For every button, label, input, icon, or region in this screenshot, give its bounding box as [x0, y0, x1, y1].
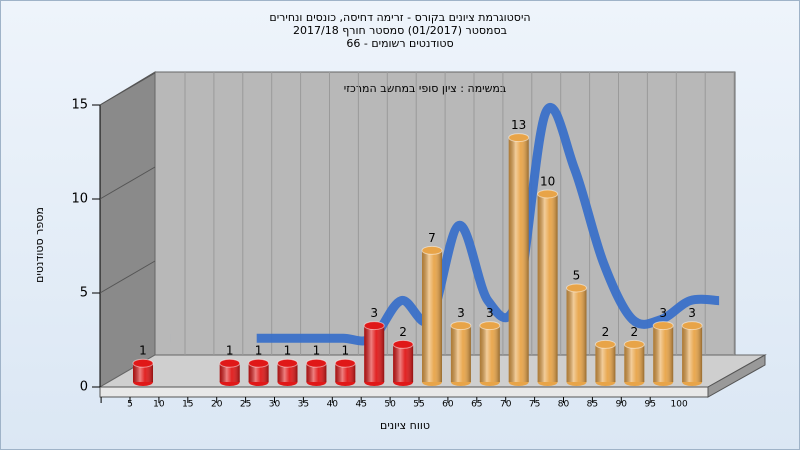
bar-shine: [422, 250, 442, 382]
bar-top: [623, 339, 645, 349]
x-tick-label: 95: [644, 400, 655, 410]
value-label: 3: [457, 306, 465, 320]
bar-shine: [364, 325, 385, 382]
value-label: 1: [255, 344, 263, 358]
x-tick-label: 10: [153, 400, 165, 410]
bar-top: [681, 321, 703, 331]
value-label: 3: [370, 306, 378, 320]
bar-top: [479, 321, 501, 331]
bar-top: [652, 321, 674, 331]
value-label: 1: [226, 344, 234, 358]
bar-shine: [393, 344, 414, 382]
bar-top: [305, 358, 327, 368]
grid-line: [99, 166, 156, 200]
value-label: 1: [284, 344, 292, 358]
value-label: 3: [688, 306, 696, 320]
x-tick-label: 50: [384, 400, 396, 410]
curve: [170, 102, 720, 346]
x-tick-label: 55: [413, 400, 424, 410]
bar-top: [334, 358, 356, 368]
value-label: 1: [313, 344, 321, 358]
value-label: 10: [540, 175, 555, 189]
bar-shine: [277, 363, 298, 382]
bar-shine: [450, 325, 471, 382]
bar-shine: [595, 344, 616, 382]
x-tick-label: 45: [355, 400, 366, 410]
bar-top: [450, 321, 472, 331]
x-tick-label: 35: [298, 400, 309, 410]
x-axis-label: טווח ציונים: [380, 419, 430, 432]
y-tick-label: 10: [71, 192, 88, 207]
chart-title: בסמסטר (01/2017) סמסטר חורף 2017/18: [293, 24, 507, 37]
chart-title: היסטוגרמת ציונים בקורס - זרימה דחיסה, כו…: [269, 11, 530, 24]
x-tick-label: 5: [127, 400, 133, 410]
bar-shine: [479, 325, 500, 382]
bar-top: [248, 358, 270, 368]
value-label: 2: [602, 325, 610, 339]
x-tick-label: 100: [671, 400, 688, 410]
value-label: 3: [486, 306, 494, 320]
x-tick-label: 65: [471, 400, 482, 410]
bar-top: [277, 358, 298, 368]
bar-shine: [682, 325, 703, 382]
y-axis-label: מספר סטודנטים: [33, 207, 46, 283]
x-tick-label: 70: [500, 400, 512, 410]
bar-top: [537, 189, 559, 199]
x-tick-label: 80: [558, 400, 570, 410]
value-label: 2: [630, 325, 638, 339]
x-tick-label: 85: [587, 400, 598, 410]
y-tick-label: 15: [71, 98, 88, 113]
value-label: 2: [399, 325, 407, 339]
bar-shine: [566, 288, 587, 382]
x-tick-label: 20: [211, 400, 223, 410]
x-tick-label: 25: [240, 400, 251, 410]
grid-line: [99, 260, 156, 294]
x-tick-label: 90: [616, 400, 628, 410]
bar-shine: [624, 344, 645, 382]
bar-top: [392, 339, 414, 349]
bar-shine: [219, 363, 240, 382]
bar-shine: [537, 194, 558, 382]
bar-shine: [508, 137, 529, 382]
annotation: במשימה : ציון סופי במחשב המרכזי: [344, 82, 507, 95]
y-tick-label: 0: [80, 380, 88, 395]
x-tick-label: 40: [327, 400, 339, 410]
bar-top: [132, 358, 154, 368]
value-label: 1: [341, 344, 349, 358]
bar-shine: [335, 363, 356, 382]
x-tick-label: 15: [182, 400, 193, 410]
left-wall: [99, 71, 156, 388]
y-tick-label: 5: [80, 286, 88, 301]
bar-shine: [248, 363, 269, 382]
bar-shine: [306, 363, 327, 382]
bar-top: [219, 358, 241, 368]
bar-top: [594, 339, 616, 349]
bar-top: [363, 321, 385, 331]
bar-shine: [133, 363, 153, 382]
value-label: 1: [139, 344, 147, 358]
value-label: 13: [511, 118, 526, 132]
grid-line: [99, 72, 156, 106]
bar-top: [566, 283, 587, 293]
bar-top: [508, 133, 530, 143]
chart-title: סטודנטים רשומים - 66: [346, 37, 453, 50]
x-tick-label: 75: [529, 400, 540, 410]
x-tick-label: 60: [442, 400, 454, 410]
bar-top: [421, 245, 443, 255]
value-label: 3: [659, 306, 667, 320]
floor-front: [99, 386, 709, 398]
x-tick-label: 30: [269, 400, 281, 410]
value-label: 7: [428, 231, 436, 245]
bar-shine: [653, 325, 674, 382]
value-label: 5: [573, 269, 581, 283]
